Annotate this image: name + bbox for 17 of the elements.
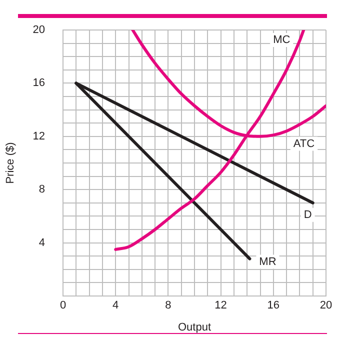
x-tick-label: 4 [112,300,119,312]
series-label: MR [259,256,276,268]
series-label: ATC [293,138,315,150]
series-label: D [304,208,312,221]
y-tick-label: 12 [32,130,45,142]
y-axis-title: Price ($) [4,142,17,184]
y-tick-label: 8 [38,184,45,196]
y-tick-label: 4 [38,236,45,249]
y-tick-label: 16 [32,77,45,90]
x-tick-label: 12 [214,300,227,312]
x-tick-label: 8 [165,300,172,312]
x-tick-label: 16 [267,300,280,312]
x-axis-title: Output [178,321,212,334]
x-tick-label: 20 [320,300,332,312]
x-tick-label: 0 [60,300,66,312]
y-tick-label: 20 [32,24,45,36]
series-label: MC [273,34,290,46]
